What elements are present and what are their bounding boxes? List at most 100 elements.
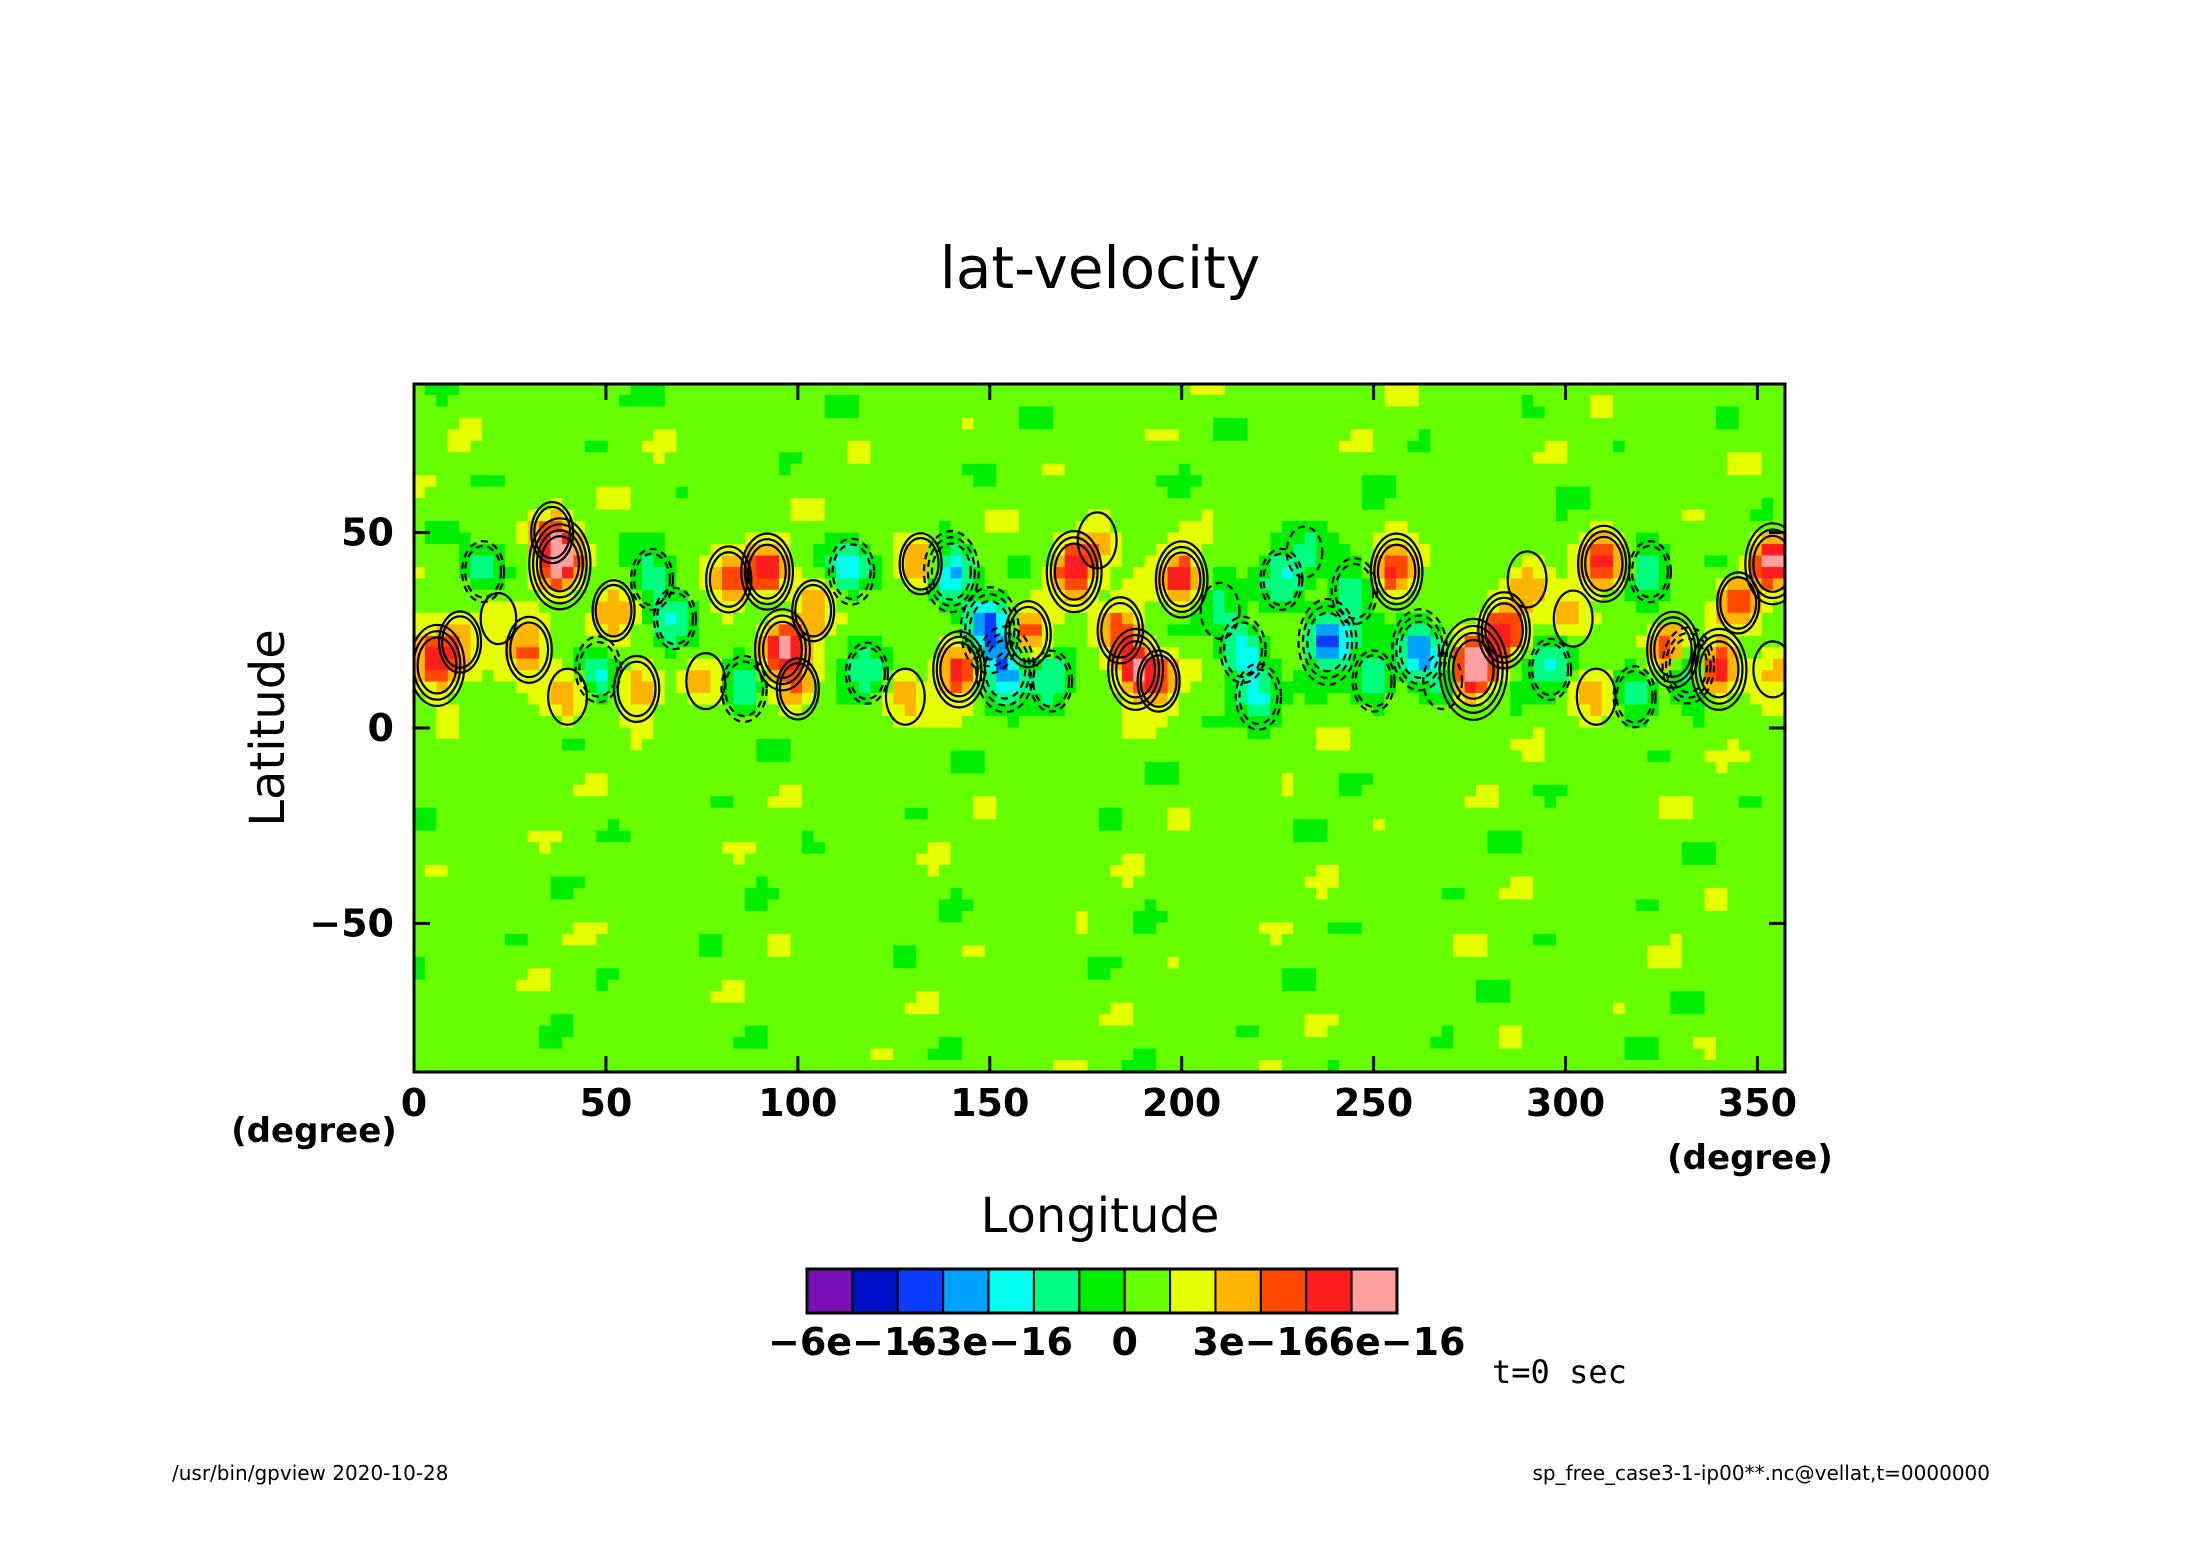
field-cell: [824, 521, 838, 534]
field-cell: [996, 796, 1009, 809]
field-cell: [870, 658, 883, 672]
field-cell: [584, 624, 598, 637]
field-cell: [733, 727, 746, 740]
field-cell: [961, 830, 975, 844]
field-cell: [447, 716, 461, 729]
field-cell: [630, 394, 643, 408]
field-cell: [767, 761, 781, 775]
field-cell: [1213, 693, 1226, 706]
field-cell: [1156, 406, 1169, 419]
field-cell: [1030, 417, 1043, 431]
field-cell: [504, 784, 518, 798]
field-cell: [527, 727, 541, 740]
field-cell: [699, 761, 712, 775]
field-cell: [870, 601, 883, 614]
field-cell: [1521, 807, 1535, 821]
field-cell: [1384, 578, 1398, 591]
field-cell: [1761, 761, 1775, 775]
field-cell: [893, 498, 906, 511]
field-cell: [1087, 761, 1100, 775]
field-cell: [447, 807, 461, 821]
field-cell: [1510, 566, 1523, 580]
field-cell: [459, 750, 472, 763]
field-cell: [813, 429, 826, 442]
field-cell: [573, 452, 586, 465]
field-cell: [1316, 452, 1329, 465]
field-cell: [1510, 521, 1523, 534]
field-cell: [1293, 384, 1306, 396]
field-cell: [1167, 819, 1180, 832]
field-cell: [1773, 693, 1785, 706]
field-cell: [493, 509, 506, 523]
field-cell: [447, 555, 461, 568]
field-cell: [779, 475, 792, 488]
field-cell: [927, 509, 941, 523]
field-cell: [1236, 704, 1249, 718]
field-cell: [1476, 819, 1489, 832]
field-cell: [1350, 842, 1363, 855]
field-cell: [470, 566, 484, 580]
field-cell: [1578, 796, 1592, 809]
field-cell: [1247, 670, 1260, 683]
field-cell: [1396, 624, 1409, 637]
field-cell: [893, 853, 906, 867]
field-cell: [1247, 406, 1260, 419]
field-cell: [767, 635, 781, 649]
field-cell: [664, 750, 678, 763]
field-cell: [1681, 429, 1695, 442]
field-cell: [1418, 704, 1432, 718]
field-cell: [550, 853, 564, 867]
field-cell: [619, 773, 632, 786]
field-cell: [1498, 796, 1512, 809]
field-cell: [973, 589, 986, 603]
field-cell: [1384, 635, 1398, 649]
field-cell: [973, 498, 986, 511]
field-cell: [1693, 521, 1706, 534]
field-cell: [596, 830, 609, 844]
field-cell: [1487, 498, 1500, 511]
field-cell: [1418, 727, 1432, 740]
field-cell: [539, 452, 552, 465]
field-cell: [1201, 761, 1215, 775]
field-cell: [1201, 417, 1215, 431]
field-cell: [881, 635, 895, 649]
field-cell: [1693, 463, 1706, 477]
field-cell: [1727, 429, 1740, 442]
field-cell: [710, 681, 723, 695]
field-cell: [562, 670, 575, 683]
field-cell: [1613, 521, 1626, 534]
field-cell: [607, 509, 621, 523]
field-cell: [550, 440, 564, 454]
field-cell: [699, 463, 712, 477]
field-cell: [1281, 394, 1295, 408]
field-cell: [1693, 566, 1706, 580]
field-cell: [1453, 498, 1466, 511]
field-cell: [904, 521, 918, 534]
field-cell: [767, 394, 781, 408]
field-cell: [1738, 521, 1752, 534]
field-cell: [482, 750, 495, 763]
field-cell: [1121, 452, 1135, 465]
field-cell: [1396, 670, 1409, 683]
field-cell: [1727, 475, 1740, 488]
field-cell: [1693, 429, 1706, 442]
field-cell: [596, 784, 609, 798]
field-cell: [996, 566, 1009, 580]
field-cell: [1384, 842, 1398, 855]
field-cell: [1441, 819, 1455, 832]
field-cell: [516, 658, 529, 672]
field-cell: [1156, 796, 1169, 809]
field-cell: [607, 612, 621, 626]
field-cell: [1635, 555, 1649, 568]
field-cell: [756, 394, 769, 408]
field-cell: [414, 738, 426, 752]
field-cell: [950, 738, 963, 752]
field-cell: [1338, 532, 1352, 546]
field-cell: [870, 727, 883, 740]
field-cell: [744, 681, 758, 695]
field-cell: [1418, 429, 1432, 442]
field-cell: [1270, 704, 1283, 718]
field-cell: [1007, 842, 1021, 855]
field-cell: [859, 670, 872, 683]
field-cell: [1773, 521, 1785, 534]
